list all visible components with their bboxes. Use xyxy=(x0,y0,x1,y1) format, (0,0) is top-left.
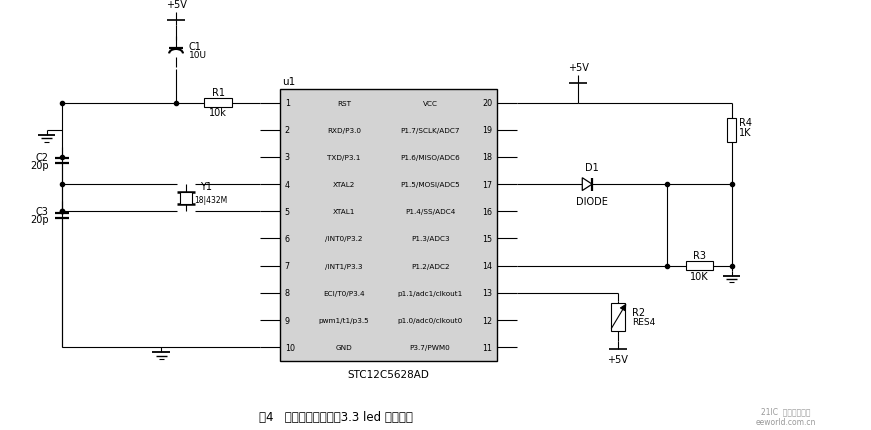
Text: C3: C3 xyxy=(36,207,49,217)
Text: 15: 15 xyxy=(483,234,492,243)
Text: P1.4/SS/ADC4: P1.4/SS/ADC4 xyxy=(405,209,456,215)
Text: 11: 11 xyxy=(483,343,492,352)
Text: 20: 20 xyxy=(483,99,492,108)
Bar xyxy=(611,304,625,331)
Text: 5: 5 xyxy=(285,207,290,216)
Text: RXD/P3.0: RXD/P3.0 xyxy=(327,127,361,133)
Text: DIODE: DIODE xyxy=(577,197,608,206)
Text: P1.5/MOSI/ADC5: P1.5/MOSI/ADC5 xyxy=(400,182,460,188)
Text: 18: 18 xyxy=(483,153,492,162)
Text: 3: 3 xyxy=(285,153,290,162)
Text: /INT1/P3.3: /INT1/P3.3 xyxy=(326,263,363,269)
Text: +5V: +5V xyxy=(165,0,186,10)
Bar xyxy=(685,261,713,270)
Text: VCC: VCC xyxy=(422,100,437,106)
Bar xyxy=(726,119,737,142)
Text: C2: C2 xyxy=(36,153,49,163)
Text: RES4: RES4 xyxy=(631,318,655,327)
Text: R2: R2 xyxy=(631,307,645,317)
Text: STC12C5628AD: STC12C5628AD xyxy=(348,369,429,379)
Bar xyxy=(180,192,192,204)
Text: 2: 2 xyxy=(285,126,290,135)
Text: XTAL2: XTAL2 xyxy=(333,182,355,188)
Text: GND: GND xyxy=(335,344,353,350)
Text: p1.0/adc0/clkout0: p1.0/adc0/clkout0 xyxy=(397,317,463,323)
Text: 20p: 20p xyxy=(30,215,49,225)
Text: TXD/P3.1: TXD/P3.1 xyxy=(327,155,361,160)
Text: 21IC  电子工程世界
eeworld.com.cn: 21IC 电子工程世界 eeworld.com.cn xyxy=(756,406,816,426)
Text: C1: C1 xyxy=(189,41,202,52)
Text: p1.1/adc1/clkout1: p1.1/adc1/clkout1 xyxy=(397,290,463,296)
Text: P1.3/ADC3: P1.3/ADC3 xyxy=(411,236,449,242)
Text: D1: D1 xyxy=(585,163,599,173)
Text: 16: 16 xyxy=(483,207,492,216)
Text: /INT0/P3.2: /INT0/P3.2 xyxy=(326,236,363,242)
Text: Y1: Y1 xyxy=(199,182,212,192)
Text: 10: 10 xyxy=(285,343,294,352)
Bar xyxy=(204,99,232,108)
Text: 20p: 20p xyxy=(30,160,49,170)
Text: 12: 12 xyxy=(483,316,492,325)
Text: 18|432M: 18|432M xyxy=(194,196,227,205)
Text: R1: R1 xyxy=(212,88,225,98)
Text: u1: u1 xyxy=(282,77,295,87)
Text: P1.7/SCLK/ADC7: P1.7/SCLK/ADC7 xyxy=(401,127,460,133)
Text: 13: 13 xyxy=(483,289,492,298)
Text: XTAL1: XTAL1 xyxy=(333,209,355,215)
Text: 1: 1 xyxy=(285,99,290,108)
Text: 1K: 1K xyxy=(739,127,752,138)
Text: 10U: 10U xyxy=(189,51,207,60)
Text: R3: R3 xyxy=(693,250,706,260)
Text: ECI/T0/P3.4: ECI/T0/P3.4 xyxy=(323,290,365,296)
Text: R4: R4 xyxy=(739,117,753,128)
Text: 14: 14 xyxy=(483,261,492,270)
Text: 19: 19 xyxy=(483,126,492,135)
Polygon shape xyxy=(583,178,592,191)
Text: +5V: +5V xyxy=(607,354,628,364)
Text: +5V: +5V xyxy=(568,63,589,73)
Text: P1.2/ADC2: P1.2/ADC2 xyxy=(411,263,449,269)
Text: 9: 9 xyxy=(285,316,290,325)
Text: 8: 8 xyxy=(285,289,290,298)
Text: 7: 7 xyxy=(285,261,290,270)
Text: 6: 6 xyxy=(285,234,290,243)
Text: RST: RST xyxy=(337,100,351,106)
Bar xyxy=(280,90,497,361)
Text: pwm1/t1/p3.5: pwm1/t1/p3.5 xyxy=(319,317,369,323)
Text: P3.7/PWM0: P3.7/PWM0 xyxy=(409,344,450,350)
Text: 4: 4 xyxy=(285,180,290,189)
Text: 图4   控制模块的原理图3.3 led 驱动模块: 图4 控制模块的原理图3.3 led 驱动模块 xyxy=(260,410,413,423)
Text: 17: 17 xyxy=(483,180,492,189)
Text: 10k: 10k xyxy=(209,108,227,118)
Text: P1.6/MISO/ADC6: P1.6/MISO/ADC6 xyxy=(400,155,460,160)
Text: 10K: 10K xyxy=(690,271,709,281)
